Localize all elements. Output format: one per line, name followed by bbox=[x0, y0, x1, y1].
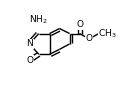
Text: O: O bbox=[26, 56, 33, 65]
Text: O: O bbox=[86, 34, 93, 43]
Text: N: N bbox=[26, 39, 33, 48]
Text: CH$_3$: CH$_3$ bbox=[98, 28, 117, 40]
Text: NH$_2$: NH$_2$ bbox=[29, 13, 48, 26]
Text: O: O bbox=[76, 20, 83, 29]
